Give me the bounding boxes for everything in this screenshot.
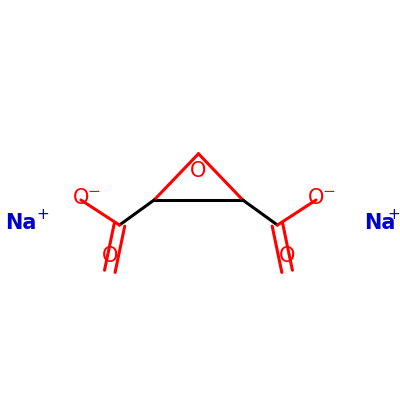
Text: O: O (73, 188, 89, 208)
Text: O: O (190, 162, 207, 182)
Text: −: − (88, 184, 100, 199)
Text: O: O (279, 246, 295, 266)
Text: +: + (36, 207, 49, 222)
Text: O: O (308, 188, 324, 208)
Text: −: − (323, 184, 336, 199)
Text: Na: Na (364, 213, 396, 233)
Text: O: O (102, 246, 118, 266)
Text: +: + (387, 207, 400, 222)
Text: Na: Na (5, 213, 36, 233)
